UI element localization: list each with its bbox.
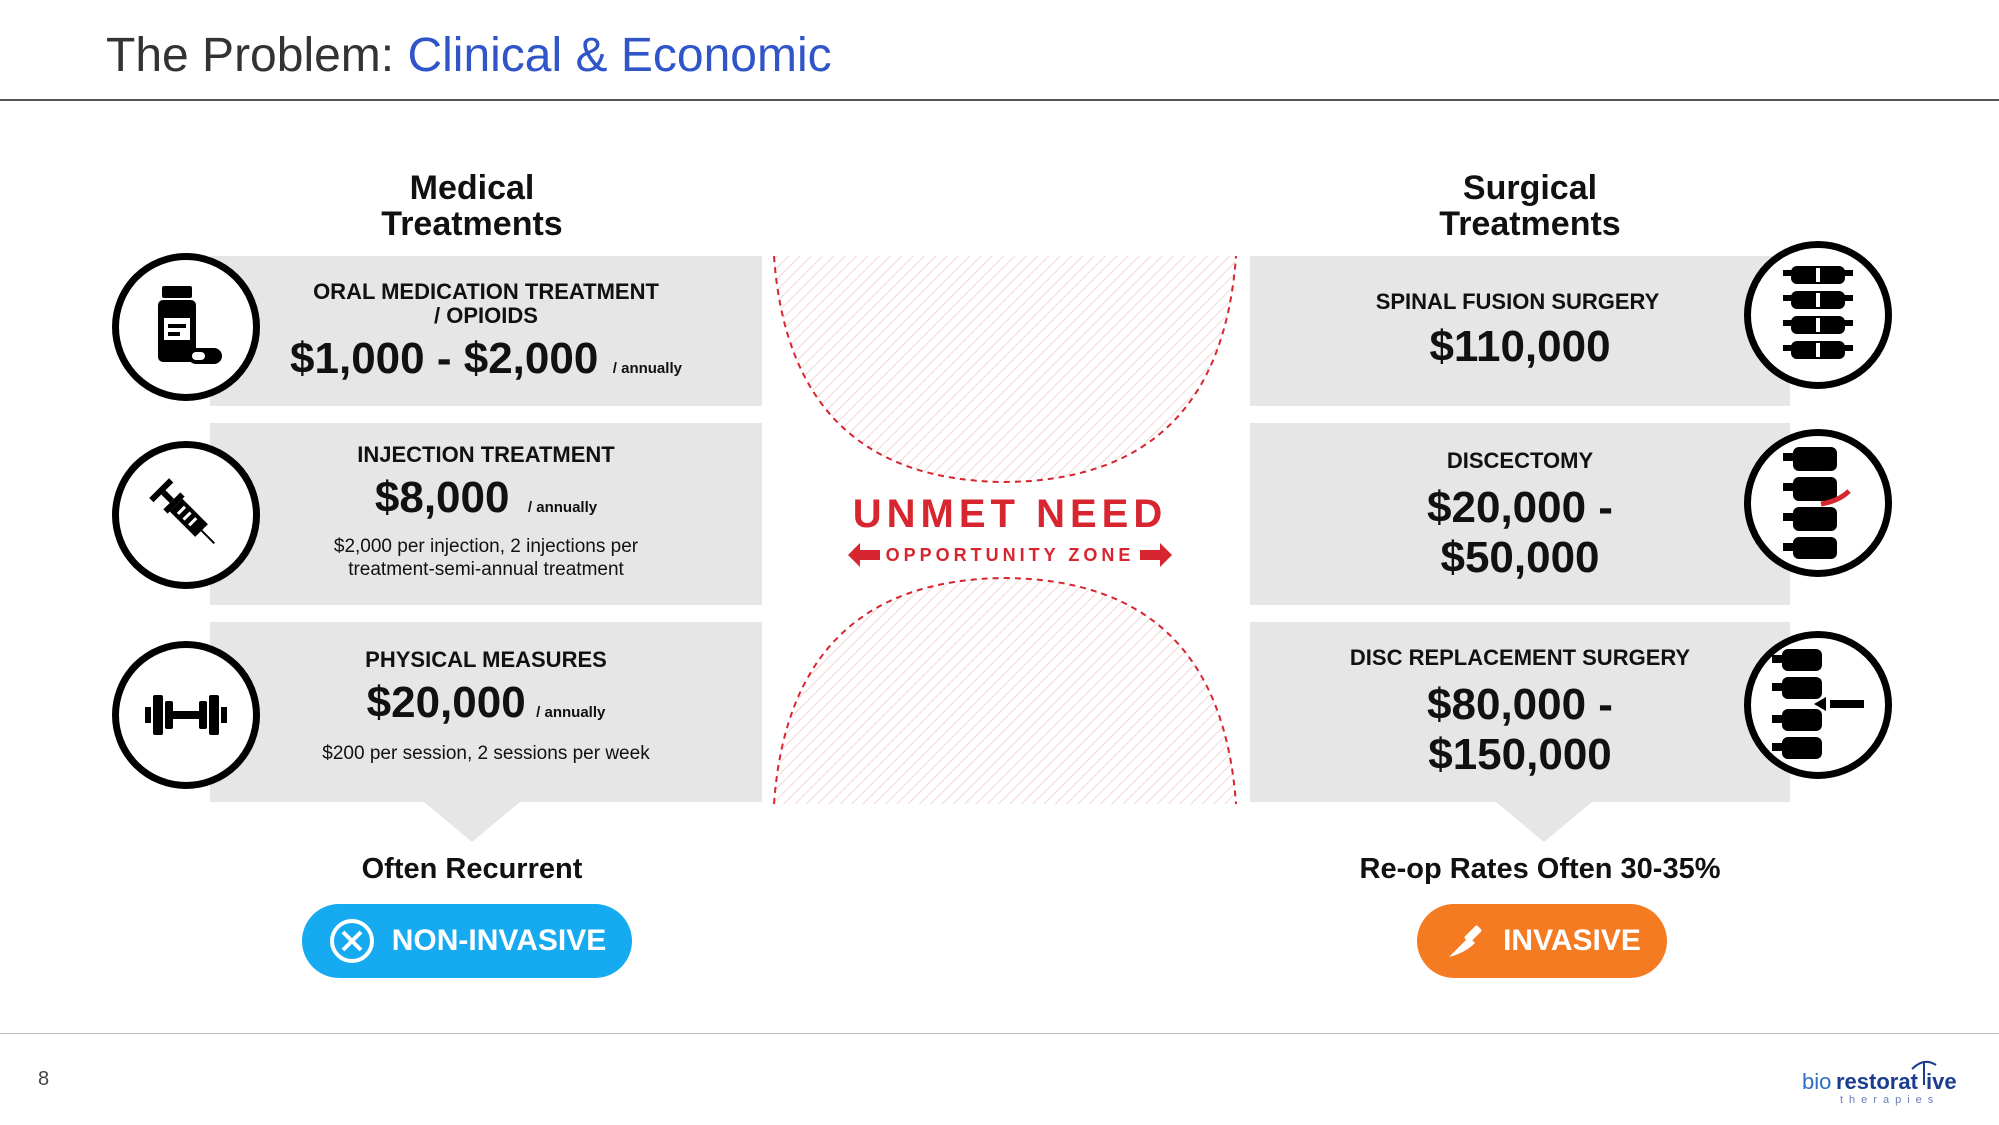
surgical-footer-label: Re-op Rates Often 30-35% [1359, 853, 1721, 885]
price: $20,000 - $50,000 [1427, 483, 1613, 582]
header-divider [0, 99, 1999, 101]
opportunity-zone-row: OPPORTUNITY ZONE [820, 540, 1200, 570]
price: $1,000 - $2,000 [290, 334, 599, 383]
invasive-label: INVASIVE [1503, 924, 1641, 957]
invasive-badge: INVASIVE [1417, 904, 1667, 978]
page-title: The Problem: Clinical & Economic [106, 29, 832, 82]
non-invasive-badge: NON-INVASIVE [302, 904, 632, 978]
svg-text:restorat: restorat [1836, 1069, 1919, 1094]
herniated-disc-icon [1744, 429, 1892, 577]
price: $80,000 - $150,000 [1427, 680, 1613, 779]
svg-text:ive: ive [1926, 1069, 1957, 1094]
card-title: SPINAL FUSION SURGERY [1375, 289, 1660, 314]
arrow-right-icon [1140, 543, 1173, 567]
pill-bottle-icon [112, 253, 260, 401]
disc-implant-icon [1744, 631, 1892, 779]
card-title: DISCECTOMY [1446, 448, 1594, 473]
oral-medication-card: ORAL MEDICATION TREATMENT / OPIOIDS $1,0… [210, 256, 762, 406]
unmet-need-zone [773, 255, 1237, 805]
card-title: PHYSICAL MEASURES [365, 647, 607, 672]
arrow-left-icon [847, 543, 880, 567]
company-logo: bio restorat ive therapies [1800, 1055, 1970, 1107]
surgical-pointer [1496, 802, 1592, 842]
dumbbell-icon [112, 641, 260, 789]
page-number: 8 [38, 1068, 50, 1090]
footer-divider [0, 1033, 1999, 1034]
svg-text:bio: bio [1802, 1069, 1831, 1094]
card-title: DISC REPLACEMENT SURGERY [1349, 645, 1691, 670]
spine-icon [1744, 241, 1892, 389]
price-unit: / annually [612, 360, 682, 377]
non-invasive-label: NON-INVASIVE [391, 924, 607, 957]
spinal-fusion-card: SPINAL FUSION SURGERY $110,000 [1250, 256, 1790, 406]
surgical-heading: Surgical Treatments [1439, 169, 1621, 243]
card-title: INJECTION TREATMENT [357, 442, 615, 467]
card-note: $200 per session, 2 sessions per week [322, 743, 650, 764]
medical-pointer [424, 802, 520, 842]
price-unit: / annually [527, 499, 598, 516]
discectomy-card: DISCECTOMY $20,000 - $50,000 [1250, 423, 1790, 605]
medical-heading: Medical Treatments [381, 169, 563, 243]
syringe-icon [112, 441, 260, 589]
price: $20,000 [366, 678, 526, 727]
svg-text:therapies: therapies [1840, 1094, 1939, 1106]
card-note: $2,000 per injection, 2 injections per t… [333, 536, 639, 580]
physical-measures-card: PHYSICAL MEASURES $20,000 / annually $20… [210, 622, 762, 802]
price: $110,000 [1429, 322, 1611, 371]
injection-card: INJECTION TREATMENT $8,000 / annually $2… [210, 423, 762, 605]
card-title: ORAL MEDICATION TREATMENT / OPIOIDS [313, 279, 659, 328]
unmet-need-headline: UNMET NEED [852, 492, 1168, 536]
medical-footer-label: Often Recurrent [361, 853, 583, 885]
x-circle-icon [329, 919, 374, 963]
opportunity-zone-label: OPPORTUNITY ZONE [885, 544, 1135, 565]
disc-replacement-card: DISC REPLACEMENT SURGERY $80,000 - $150,… [1250, 622, 1790, 802]
price-unit: / annually [536, 704, 606, 721]
price: $8,000 [374, 473, 510, 522]
scalpel-icon [1449, 925, 1482, 957]
